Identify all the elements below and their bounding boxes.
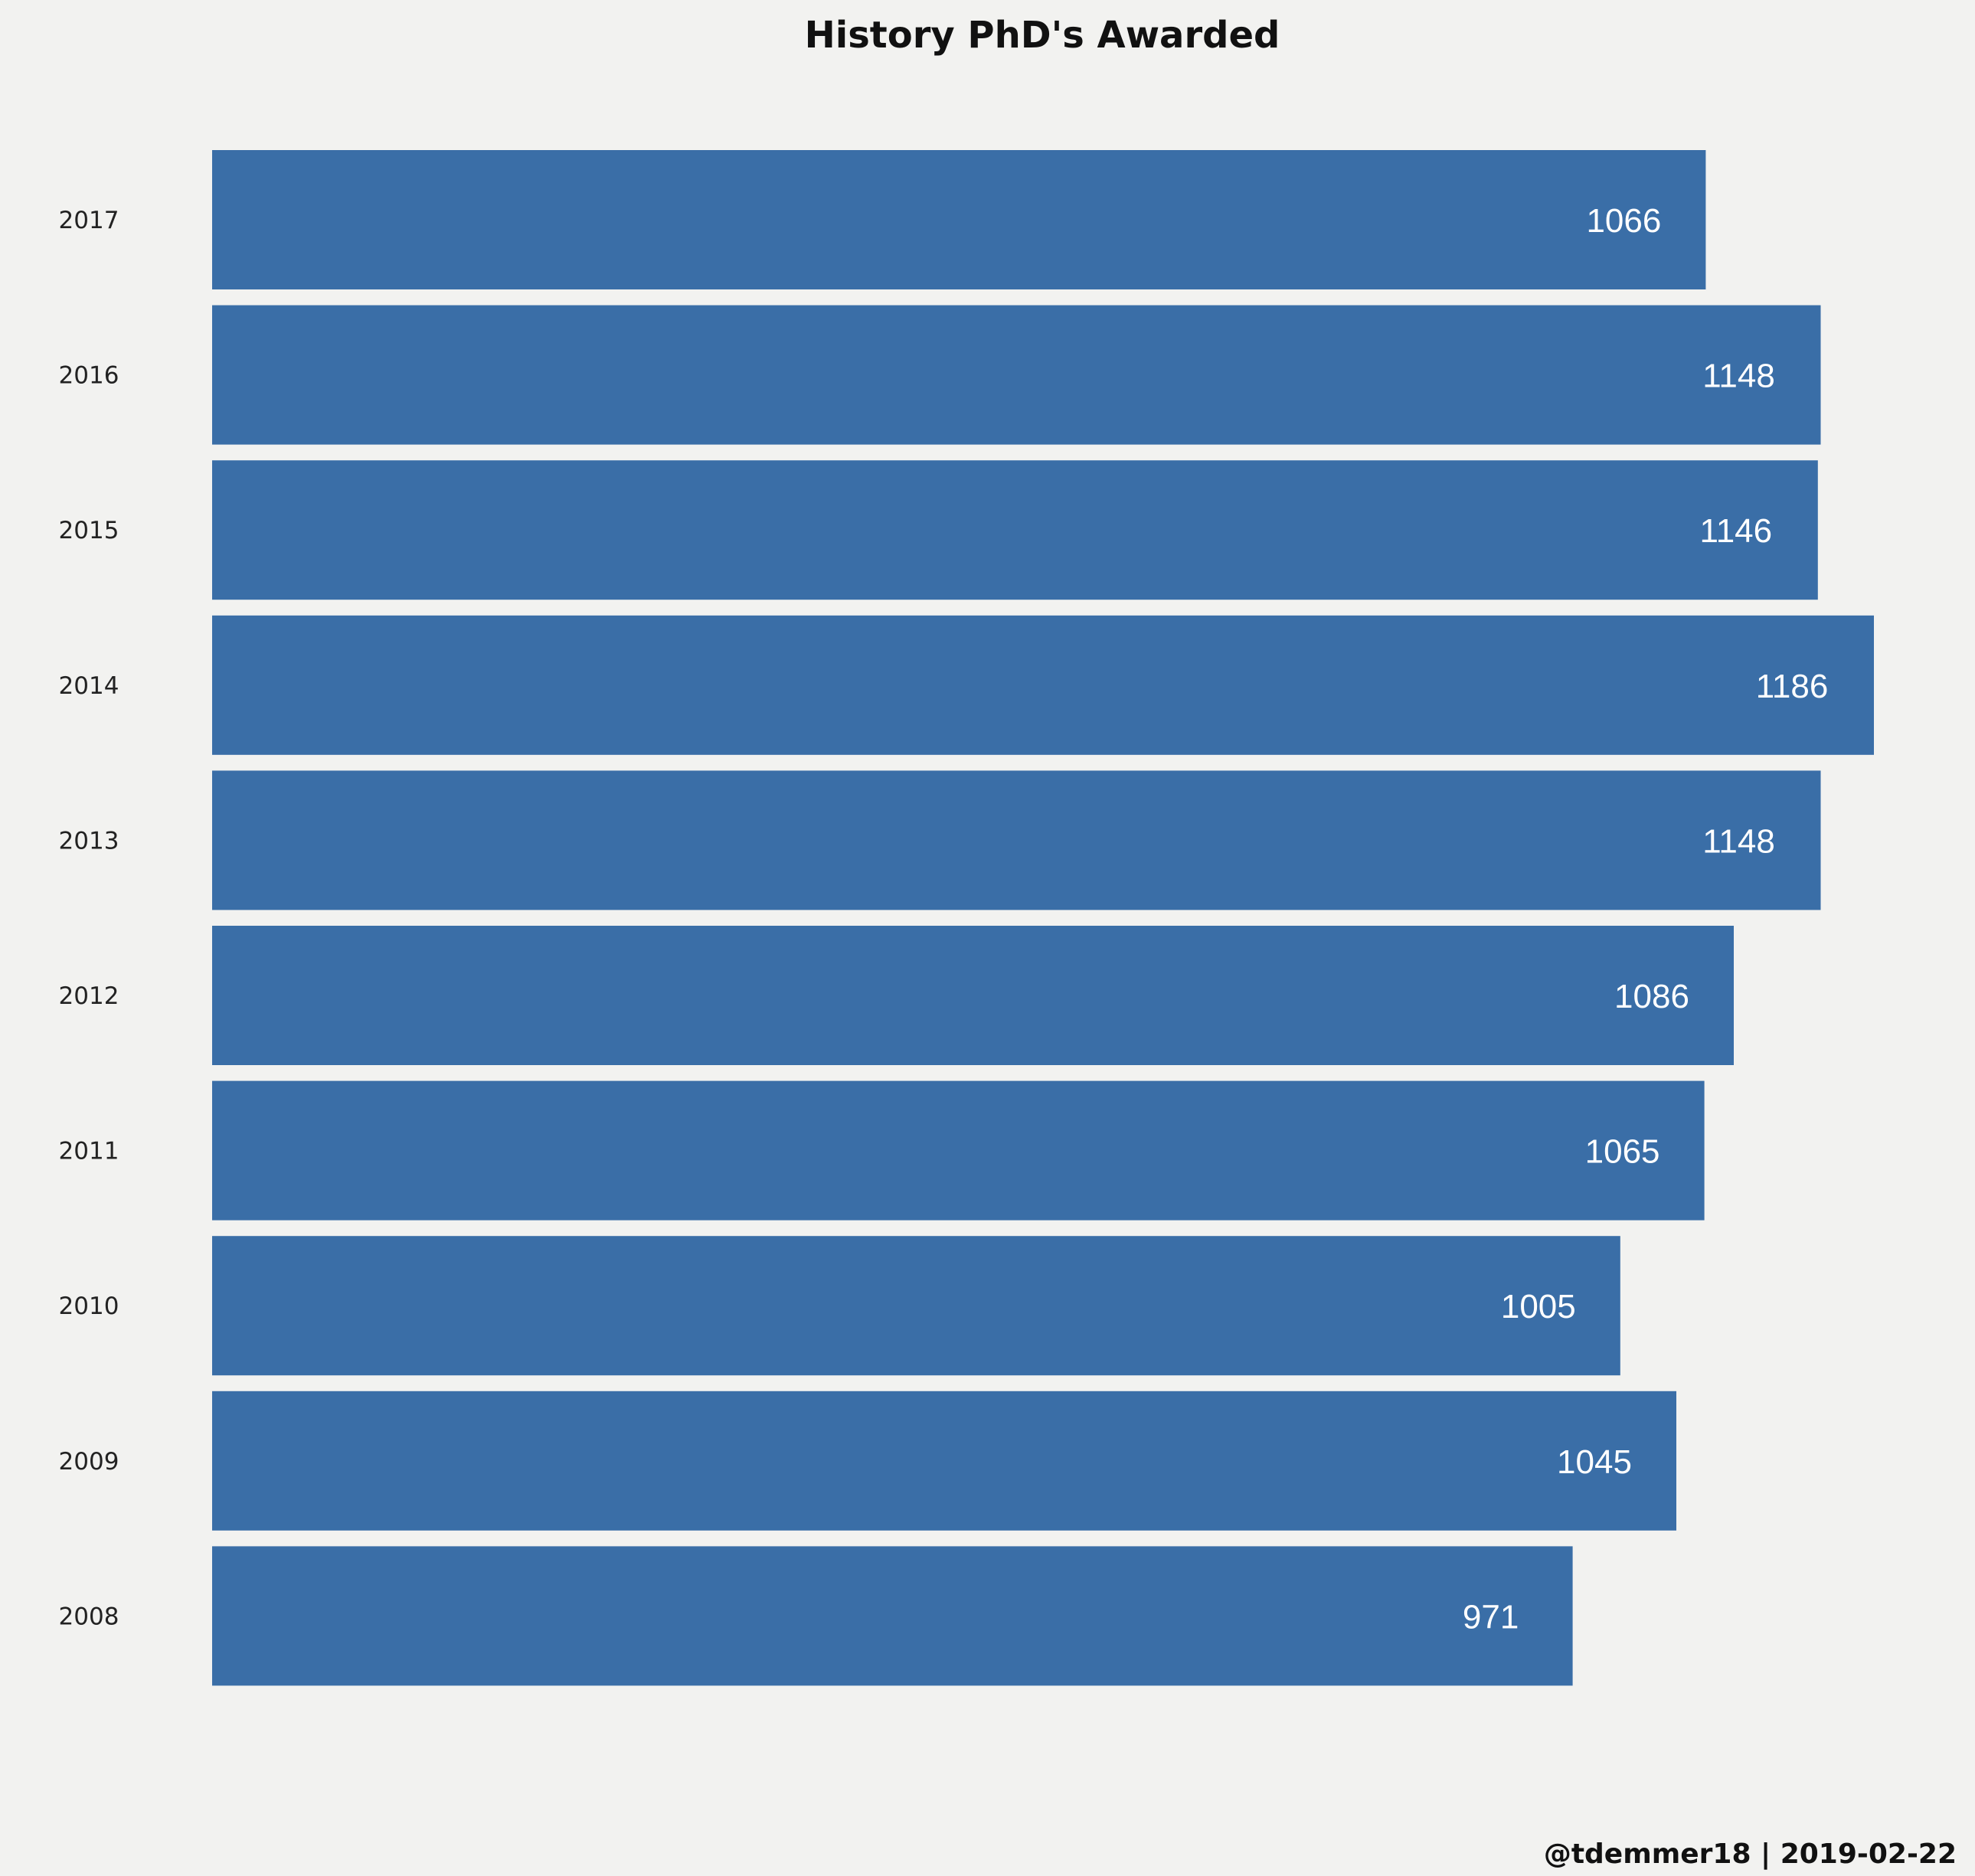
tick-label-2008: 2008 bbox=[59, 1603, 119, 1630]
data-label-2016: 1148 bbox=[1702, 358, 1775, 395]
chart-caption: @tdemmer18 | 2019-02-22 bbox=[1544, 1838, 1957, 1870]
data-label-2010: 1005 bbox=[1501, 1288, 1576, 1325]
data-label-2012: 1086 bbox=[1614, 978, 1689, 1015]
bar-2015 bbox=[212, 460, 1818, 600]
bar-2017 bbox=[212, 150, 1706, 289]
bar-2014 bbox=[212, 615, 1874, 755]
bar-2016 bbox=[212, 305, 1821, 445]
data-label-2015: 1146 bbox=[1699, 512, 1772, 550]
tick-label-2017: 2017 bbox=[59, 207, 119, 234]
tick-label-2015: 2015 bbox=[59, 517, 119, 544]
tick-label-2009: 2009 bbox=[59, 1448, 119, 1476]
data-label-2017: 1066 bbox=[1586, 202, 1661, 240]
bar-2008 bbox=[212, 1546, 1573, 1686]
bar-2013 bbox=[212, 770, 1821, 910]
tick-label-2014: 2014 bbox=[59, 672, 119, 700]
bar-2012 bbox=[212, 926, 1734, 1065]
bar-2011 bbox=[212, 1080, 1705, 1221]
tick-label-2013: 2013 bbox=[59, 827, 119, 855]
tick-label-2016: 2016 bbox=[59, 362, 119, 390]
data-label-2014: 1186 bbox=[1756, 668, 1829, 705]
chart-title: History PhD's Awarded bbox=[805, 14, 1280, 57]
data-label-2008: 971 bbox=[1463, 1598, 1519, 1636]
bar-2009 bbox=[212, 1391, 1676, 1531]
tick-label-2010: 2010 bbox=[59, 1293, 119, 1320]
bar-2010 bbox=[212, 1236, 1620, 1376]
data-label-2011: 1065 bbox=[1585, 1133, 1660, 1171]
bars-group: 2017 1066 2016 1148 2015 1146 2014 1186 2013 1148… bbox=[59, 150, 1874, 1686]
tick-label-2011: 2011 bbox=[59, 1138, 119, 1165]
data-label-2013: 1148 bbox=[1702, 822, 1775, 860]
tick-label-2012: 2012 bbox=[59, 982, 119, 1010]
data-label-2009: 1045 bbox=[1557, 1443, 1632, 1481]
